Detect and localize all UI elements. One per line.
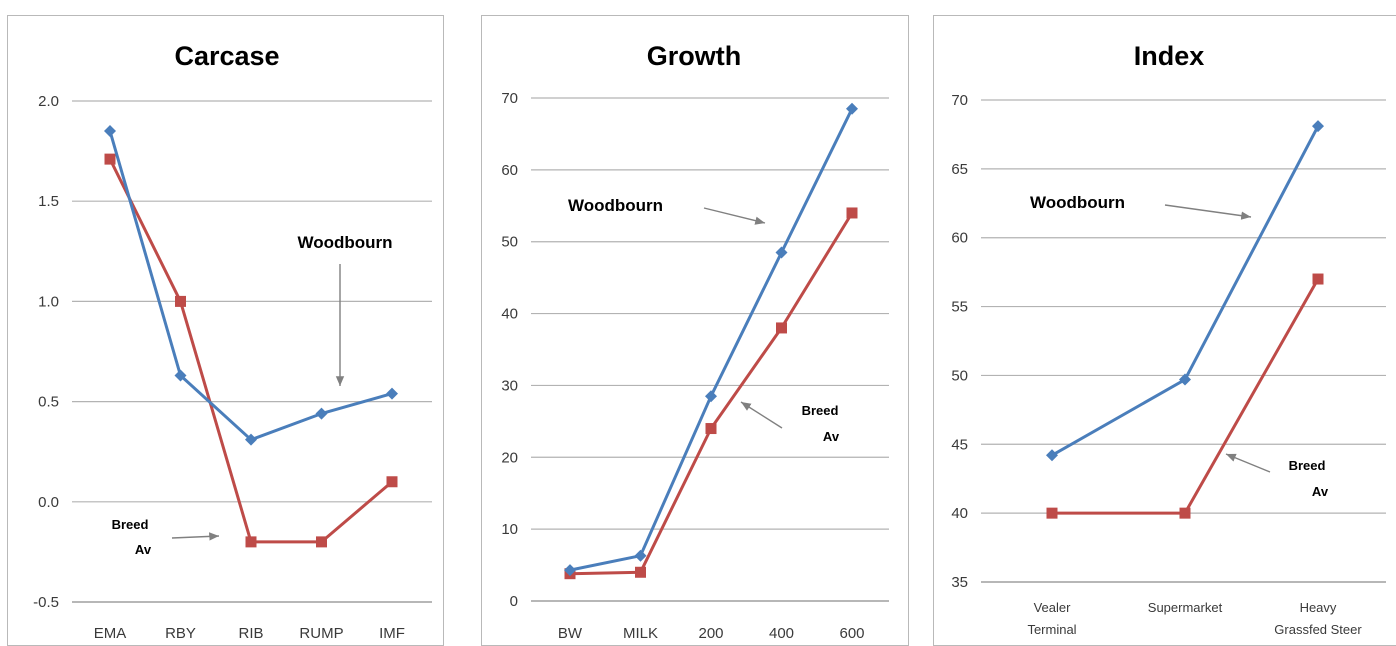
woodbourn-annotation: Woodbourn: [297, 233, 392, 252]
breed-av-point: [386, 476, 398, 488]
woodbourn-point: [104, 125, 116, 138]
y-tick-label: 30: [501, 377, 518, 394]
x-tick-label: 600: [839, 625, 864, 642]
x-tick-label: BW: [558, 625, 583, 642]
x-tick-label: Vealer: [1034, 600, 1072, 615]
breed-av-point: [104, 153, 116, 165]
y-tick-label: 40: [951, 505, 968, 522]
y-tick-label: 2.0: [38, 93, 59, 110]
y-tick-label: 10: [501, 521, 518, 538]
woodbourn-annotation: Woodbourn: [1030, 193, 1125, 212]
woodbourn-series-line: [1051, 125, 1320, 457]
carcase-chart-panel: [7, 15, 444, 646]
breed-av-annotation: Breed: [802, 403, 839, 418]
woodbourn-point: [386, 387, 398, 400]
woodbourn-arrow: [703, 207, 766, 225]
index-chart-panel: [933, 15, 1396, 646]
y-tick-label: 50: [951, 367, 968, 384]
breed-av-point: [846, 207, 858, 219]
breed-av-point: [1046, 507, 1058, 519]
y-tick-label: 0: [510, 593, 518, 610]
breed-av-point: [1312, 273, 1324, 285]
y-tick-label: -0.5: [33, 594, 59, 611]
breed-av-annotation: Av: [823, 429, 840, 444]
breed-av-point: [705, 423, 717, 435]
woodbourn-point: [1312, 120, 1324, 133]
breed-av-annotation: Breed: [1289, 458, 1326, 473]
woodbourn-point: [634, 549, 647, 562]
x-tick-label: 400: [769, 625, 794, 642]
chart-title: Index: [1134, 41, 1205, 71]
woodbourn-point: [315, 407, 328, 420]
woodbourn-series-line: [569, 108, 854, 572]
x-tick-label: Heavy: [1300, 600, 1337, 615]
breed-av-annotation: Breed: [112, 517, 149, 532]
x-tick-label: RUMP: [299, 625, 343, 642]
y-tick-label: 40: [501, 306, 518, 323]
woodbourn-point: [174, 369, 187, 382]
woodbourn-point: [1046, 449, 1058, 462]
breed-av-annotation: Av: [1312, 484, 1329, 499]
y-tick-label: 60: [951, 230, 968, 247]
y-tick-label: 0.0: [38, 494, 59, 511]
x-tick-label: EMA: [94, 625, 127, 642]
y-tick-label: 70: [951, 92, 968, 109]
y-tick-label: 45: [951, 436, 968, 453]
breed-av-point: [635, 566, 646, 578]
y-tick-label: 1.5: [38, 193, 59, 210]
breed-av-point: [245, 536, 257, 548]
y-tick-label: 70: [501, 90, 518, 107]
y-tick-label: 50: [501, 234, 518, 251]
breed-av-series-line: [1052, 278, 1320, 515]
growth-chart-panel: [481, 15, 909, 646]
y-tick-label: 55: [951, 299, 968, 316]
woodbourn-point: [1179, 373, 1191, 386]
x-tick-label: Terminal: [1027, 622, 1076, 637]
x-tick-label: MILK: [623, 625, 658, 642]
breed-av-point: [175, 295, 186, 307]
woodbourn-point: [775, 246, 788, 259]
x-tick-label: Supermarket: [1148, 600, 1223, 615]
woodbourn-point: [564, 564, 576, 577]
x-tick-label: RIB: [238, 625, 263, 642]
woodbourn-arrow: [1164, 204, 1252, 220]
breed-av-point: [1179, 507, 1191, 519]
x-tick-label: 200: [698, 625, 723, 642]
breed-av-point: [316, 536, 327, 548]
breed-av-annotation: Av: [135, 542, 152, 557]
breed-av-series-line: [108, 158, 393, 544]
y-tick-label: 60: [501, 162, 518, 179]
chart-title: Carcase: [174, 41, 279, 71]
x-tick-label: IMF: [379, 625, 405, 642]
woodbourn-annotation: Woodbourn: [568, 196, 663, 215]
y-tick-label: 35: [951, 574, 968, 591]
breed-av-point: [776, 322, 787, 334]
woodbourn-series-line: [108, 130, 393, 442]
y-tick-label: 20: [501, 449, 518, 466]
y-tick-label: 65: [951, 161, 968, 178]
y-tick-label: 1.0: [38, 293, 59, 310]
x-tick-label: Grassfed Steer: [1274, 622, 1362, 637]
y-tick-label: 0.5: [38, 394, 59, 411]
woodbourn-point: [846, 102, 858, 115]
breed-av-arrow: [740, 401, 783, 429]
chart-title: Growth: [647, 41, 742, 71]
breed-av-arrow: [1225, 453, 1271, 473]
breed-av-arrow: [171, 532, 220, 541]
woodbourn-point: [705, 390, 717, 403]
x-tick-label: RBY: [165, 625, 196, 642]
woodbourn-point: [245, 433, 257, 446]
